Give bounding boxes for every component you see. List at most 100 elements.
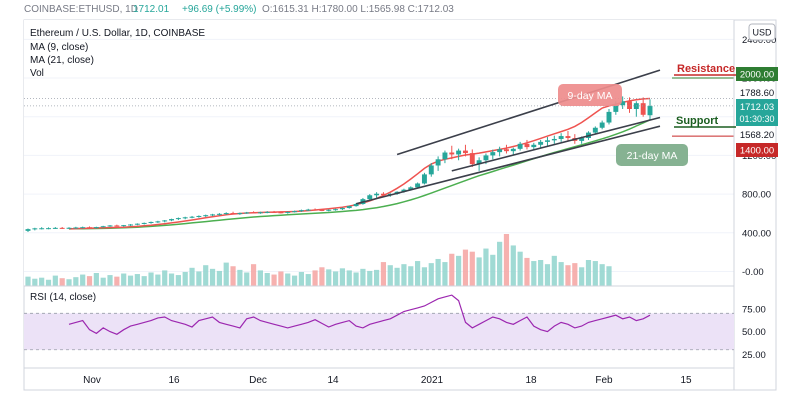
countdown-value: 01:30:30 (739, 114, 774, 124)
volume-bar (209, 268, 216, 286)
time-tick-label: 18 (525, 375, 537, 386)
volume-bar (408, 266, 414, 286)
volume-bar (462, 249, 469, 286)
ma9-bubble (558, 84, 622, 106)
candle-body (114, 225, 120, 227)
candle-body (333, 209, 339, 211)
volume-bar (346, 270, 352, 286)
volume-bar (32, 278, 38, 286)
candle-body (312, 209, 318, 211)
rsi-tick-label: 75.00 (742, 304, 766, 315)
volume-bar (291, 275, 298, 286)
currency-button-label[interactable]: USD (752, 28, 772, 38)
price-tick-label: 400.00 (742, 228, 771, 239)
volume-bar (360, 268, 366, 286)
candle-body (305, 209, 311, 211)
candle-body (346, 206, 352, 209)
volume-bar (271, 274, 277, 286)
volume-bar (401, 264, 407, 286)
volume-bar (134, 274, 140, 286)
candle-body (510, 148, 516, 152)
candle-body (401, 189, 407, 192)
volume-bar (579, 267, 585, 286)
candle-body (319, 209, 325, 211)
last-price-value: 1712.03 (740, 102, 774, 113)
volume-bar (585, 260, 592, 286)
candle-body (462, 150, 468, 154)
volume-bar (196, 271, 202, 286)
candle-body (442, 152, 448, 160)
currency-button[interactable]: USD (748, 23, 776, 41)
candle-body (524, 143, 530, 148)
resistance-tag (736, 67, 778, 81)
candle-body (182, 217, 188, 219)
candle-body (339, 208, 345, 210)
candle-body (59, 227, 65, 229)
volume-bar (483, 248, 489, 286)
time-axis: Nov 16 Dec 14 2021 18 Feb 15 (83, 375, 692, 386)
candle-body (121, 225, 127, 227)
ma9-series (68, 97, 651, 230)
candle-body (326, 209, 332, 211)
candle-body (128, 224, 133, 226)
volume-bar (435, 258, 441, 286)
currency-button-frame[interactable] (748, 23, 776, 41)
candle-body (579, 138, 585, 141)
volume-bar (257, 270, 263, 286)
volume-bar (216, 270, 222, 286)
volume-bar (189, 267, 195, 286)
rsi-legend[interactable]: RSI (14, close) (30, 292, 96, 303)
volume-bar (592, 261, 598, 286)
candle-body (476, 160, 482, 165)
candle-body (538, 141, 544, 145)
time-tick-label: 14 (327, 375, 339, 386)
candle-body (52, 227, 58, 229)
candle-body (627, 101, 632, 109)
candle-body (415, 183, 421, 188)
volume-bar (175, 275, 181, 286)
candle-body (421, 174, 427, 184)
candle-body (558, 136, 564, 139)
volume-bar (182, 271, 188, 286)
volume-bar (319, 267, 325, 286)
volume-bar (510, 245, 516, 286)
candle-body (46, 228, 51, 230)
volume-bar (449, 253, 455, 286)
resistance-label: Resistance (677, 63, 735, 75)
volume-bar (250, 264, 257, 286)
candle-body (66, 227, 72, 229)
candle-body (237, 213, 243, 215)
candle-body (251, 212, 257, 214)
volume-bar (155, 274, 161, 286)
candle-body (298, 210, 304, 212)
rsi-series (68, 294, 651, 335)
volume-bar (339, 268, 346, 286)
time-tick-label: Dec (249, 375, 267, 386)
candle-body (292, 211, 298, 213)
volume-bar (524, 257, 530, 286)
header-ohlc: O:1615.31 H:1780.00 L:1565.98 C:1712.03 (262, 4, 454, 15)
last-price-tag (736, 99, 778, 126)
volume-bar (59, 278, 65, 286)
candle-body (428, 165, 434, 175)
volume-bar (114, 276, 120, 286)
candle-body (353, 203, 359, 207)
candle-body (257, 212, 263, 214)
ma9-tag-value: 1788.60 (740, 88, 774, 99)
candle-body (80, 227, 86, 229)
volume-bar (456, 255, 462, 286)
candle-body (545, 140, 550, 142)
volume-bar (52, 275, 58, 286)
legend-vol[interactable]: Vol (30, 68, 44, 79)
price-tick-label: -0.00 (742, 267, 764, 278)
header-change: +96.69 (+5.99%) (182, 4, 257, 15)
legend-ma9[interactable]: MA (9, close) (30, 42, 88, 53)
volume-bar (572, 263, 578, 286)
volume-bar (503, 234, 510, 286)
candle-body (620, 101, 626, 106)
volume-bar (39, 277, 45, 286)
volume-bar (367, 270, 373, 286)
candle-body (155, 221, 161, 223)
legend-ma21[interactable]: MA (21, close) (30, 55, 94, 66)
volume-bar (45, 279, 52, 286)
